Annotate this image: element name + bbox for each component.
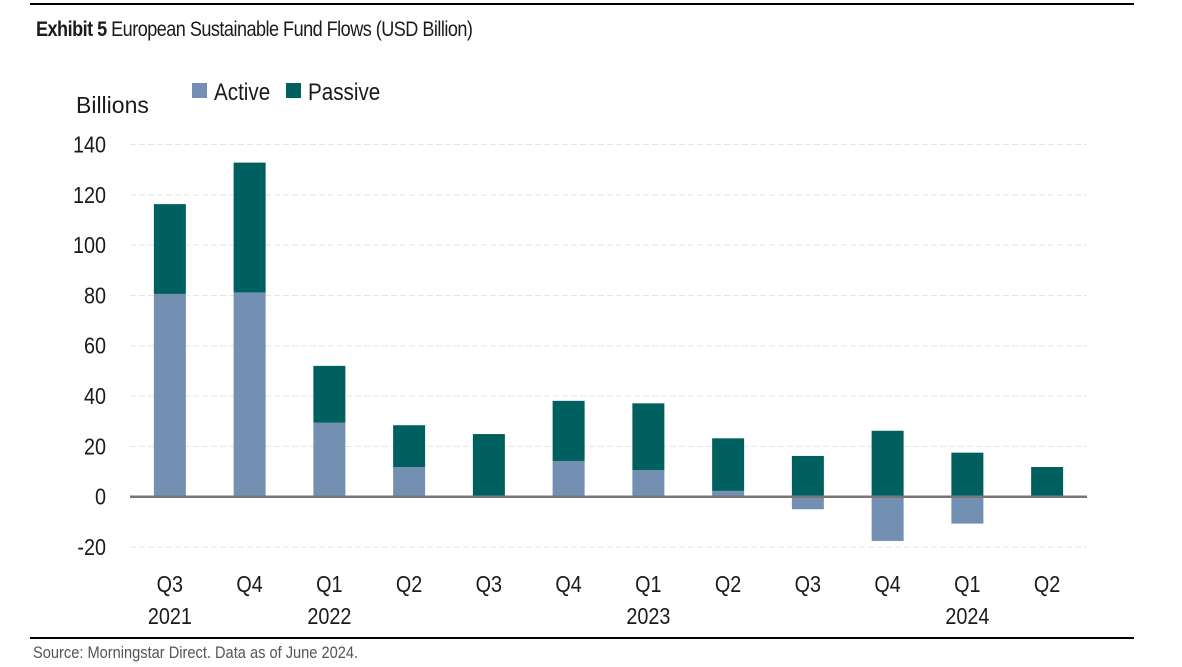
bar-passive — [632, 403, 665, 471]
bar-active — [233, 292, 266, 497]
bar-active — [632, 470, 665, 497]
bar-active — [951, 496, 984, 524]
y-tick-label: 80 — [84, 283, 106, 309]
x-tick-year: 2021 — [148, 604, 192, 630]
title-text: European Sustainable Fund Flows (USD Bil… — [111, 18, 473, 41]
x-tick-quarter: Q2 — [1034, 572, 1060, 598]
gridlines — [130, 144, 1087, 548]
legend: Active Passive — [192, 79, 380, 106]
bar-passive — [951, 452, 984, 497]
exhibit-label: Exhibit 5 — [36, 18, 107, 41]
bar-passive — [233, 162, 266, 293]
bar-passive — [552, 400, 585, 461]
x-tick-quarter: Q4 — [555, 572, 581, 598]
y-tick-label: 20 — [84, 434, 106, 460]
legend-swatch-passive — [286, 83, 301, 98]
bar-passive — [791, 455, 824, 497]
source-note: Source: Morningstar Direct. Data as of J… — [33, 643, 359, 662]
y-tick-label: 140 — [73, 132, 106, 158]
y-tick-label: 100 — [73, 233, 106, 259]
chart-title: Exhibit 5 European Sustainable Fund Flow… — [36, 18, 473, 42]
x-tick-quarter: Q2 — [396, 572, 422, 598]
top-rule — [30, 3, 1134, 5]
y-tick-label: -20 — [77, 535, 106, 561]
y-tick-label: 120 — [73, 182, 106, 208]
x-tick-quarter: Q4 — [874, 572, 900, 598]
x-tick-year: 2023 — [626, 604, 670, 630]
bar-active — [153, 293, 186, 497]
bar-passive — [313, 365, 346, 423]
x-tick-quarter: Q1 — [635, 572, 661, 598]
y-axis-ticks: -20 0 20 40 60 80 100 120 140 — [73, 132, 106, 560]
y-axis-label: Billions — [76, 92, 149, 118]
bar-active — [313, 422, 346, 497]
bar-active — [791, 496, 824, 510]
bar-active — [552, 460, 585, 497]
x-tick-quarter: Q1 — [316, 572, 342, 598]
x-tick-quarter: Q2 — [715, 572, 741, 598]
bar-active — [712, 490, 745, 497]
y-tick-label: 0 — [95, 484, 106, 510]
legend-label-passive: Passive — [308, 79, 380, 106]
bar-passive — [871, 430, 904, 497]
bottom-rule — [30, 637, 1134, 639]
y-tick-label: 40 — [84, 384, 106, 410]
bars — [153, 162, 1064, 541]
bar-passive — [153, 204, 186, 294]
bar-passive — [393, 425, 426, 468]
legend-label-active: Active — [214, 79, 270, 106]
bar-passive — [712, 438, 745, 491]
bar-passive — [472, 434, 505, 497]
bar-active — [871, 496, 904, 541]
y-tick-label: 60 — [84, 333, 106, 359]
x-tick-year: 2022 — [307, 604, 351, 630]
x-tick-quarter: Q1 — [954, 572, 980, 598]
bar-passive — [1031, 467, 1064, 497]
x-tick-quarter: Q3 — [795, 572, 821, 598]
x-tick-quarter: Q4 — [236, 572, 262, 598]
x-tick-year: 2024 — [945, 604, 989, 630]
x-axis-ticks: Q3 2021 Q4 Q1 2022 Q2 Q3 Q4 Q1 2023 Q2 Q3 Q4 Q1 2024 Q2 — [148, 572, 1060, 630]
x-tick-quarter: Q3 — [157, 572, 183, 598]
legend-swatch-active — [192, 83, 207, 98]
x-tick-quarter: Q3 — [476, 572, 502, 598]
bar-active — [393, 467, 426, 497]
